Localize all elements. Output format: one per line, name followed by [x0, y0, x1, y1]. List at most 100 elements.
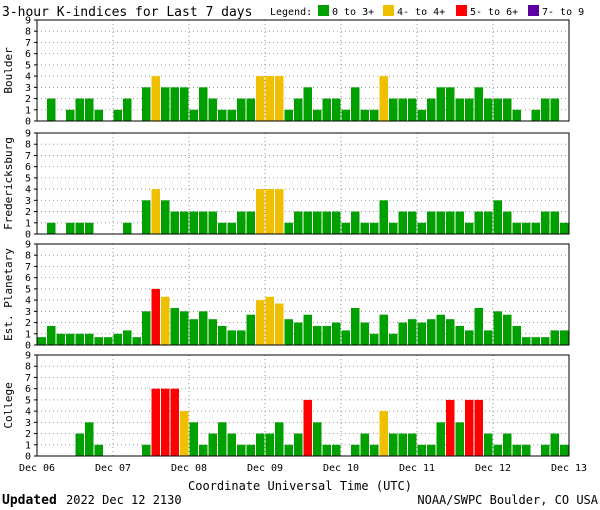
- kindex-bar: [455, 98, 464, 121]
- kindex-bar: [436, 314, 445, 345]
- y-tick-label: 3: [25, 307, 31, 318]
- chart-panels: 0123456789Boulder0123456789Fredericksbur…: [2, 16, 587, 475]
- legend-swatch: [456, 5, 467, 16]
- kindex-bar: [189, 109, 198, 121]
- credit-text: NOAA/SWPC Boulder, CO USA: [417, 493, 598, 507]
- kindex-bar: [246, 98, 255, 121]
- x-tick-label: Dec 07: [95, 463, 131, 474]
- kindex-bar: [284, 444, 293, 456]
- kindex-bar: [493, 200, 502, 234]
- panel-ylabel: College: [2, 382, 15, 428]
- y-tick-label: 7: [25, 262, 31, 273]
- kindex-bar: [360, 433, 369, 456]
- kindex-bar: [522, 222, 531, 234]
- kindex-bar: [303, 87, 312, 121]
- kindex-bar: [237, 211, 246, 234]
- kindex-bar: [465, 222, 474, 234]
- kindex-bar: [66, 333, 75, 345]
- kindex-bar: [161, 87, 170, 121]
- kindex-bar: [227, 109, 236, 121]
- kindex-bar: [455, 325, 464, 345]
- kindex-bar: [455, 211, 464, 234]
- kindex-bar: [550, 433, 559, 456]
- kindex-bar: [265, 76, 274, 121]
- kindex-bar: [427, 98, 436, 121]
- y-tick-label: 2: [25, 318, 31, 329]
- kindex-bar: [199, 444, 208, 456]
- kindex-bar: [360, 222, 369, 234]
- kindex-bar: [360, 322, 369, 345]
- kindex-bar: [275, 76, 284, 121]
- x-tick-label: Dec 13: [551, 463, 587, 474]
- y-tick-label: 6: [25, 162, 31, 173]
- kindex-bar: [370, 444, 379, 456]
- kindex-bar: [512, 444, 521, 456]
- y-tick-label: 4: [25, 185, 31, 196]
- kindex-bar: [265, 189, 274, 234]
- kindex-bar: [332, 322, 341, 345]
- y-tick-label: 6: [25, 49, 31, 60]
- kindex-bar: [493, 98, 502, 121]
- y-tick-label: 2: [25, 429, 31, 440]
- kindex-bar: [303, 399, 312, 456]
- kindex-bar: [189, 422, 198, 456]
- kindex-bar: [531, 337, 540, 345]
- kindex-bar: [408, 319, 417, 345]
- kindex-bar: [503, 433, 512, 456]
- y-tick-label: 3: [25, 83, 31, 94]
- panel-ylabel: Est. Planetary: [2, 248, 15, 341]
- x-tick-label: Dec 12: [475, 463, 511, 474]
- kindex-bar: [474, 307, 483, 345]
- kindex-bar: [484, 211, 493, 234]
- kindex-bar: [436, 211, 445, 234]
- kindex-bar: [142, 444, 151, 456]
- kindex-bar: [123, 98, 132, 121]
- legend-entry: 4- to 4+: [397, 7, 445, 18]
- kindex-bar: [161, 200, 170, 234]
- kindex-bar: [408, 211, 417, 234]
- kindex-bar: [189, 211, 198, 234]
- kindex-bar: [322, 98, 331, 121]
- kindex-bar: [360, 109, 369, 121]
- y-tick-label: 4: [25, 407, 31, 418]
- kindex-bar: [417, 109, 426, 121]
- kindex-bar: [275, 303, 284, 345]
- kindex-bar: [351, 211, 360, 234]
- kindex-bar: [522, 337, 531, 345]
- kindex-bar: [151, 76, 160, 121]
- kindex-bar: [161, 388, 170, 456]
- kindex-bar: [389, 222, 398, 234]
- y-tick-label: 7: [25, 38, 31, 49]
- kindex-bar: [151, 388, 160, 456]
- kindex-bar: [465, 98, 474, 121]
- kindex-bar: [427, 319, 436, 345]
- kindex-bar: [284, 319, 293, 345]
- kindex-bar: [208, 433, 217, 456]
- kindex-bar: [332, 211, 341, 234]
- kindex-bar: [75, 222, 84, 234]
- kindex-bar: [541, 98, 550, 121]
- kindex-bar: [104, 337, 113, 345]
- kindex-bar: [170, 388, 179, 456]
- x-tick-label: Dec 11: [399, 463, 435, 474]
- kindex-bar: [208, 319, 217, 345]
- y-tick-label: 7: [25, 373, 31, 384]
- kindex-bar: [389, 433, 398, 456]
- y-tick-label: 7: [25, 151, 31, 162]
- kindex-bar: [512, 109, 521, 121]
- y-tick-label: 0: [25, 230, 31, 241]
- kindex-bar: [370, 222, 379, 234]
- y-tick-label: 3: [25, 418, 31, 429]
- kindex-bar: [322, 211, 331, 234]
- kindex-bar: [218, 422, 227, 456]
- y-tick-label: 6: [25, 273, 31, 284]
- kindex-bar: [151, 189, 160, 234]
- y-tick-label: 3: [25, 196, 31, 207]
- kindex-bar: [313, 422, 322, 456]
- y-tick-label: 8: [25, 27, 31, 38]
- kindex-bar: [47, 222, 56, 234]
- kindex-bar: [246, 314, 255, 345]
- kindex-bar: [341, 109, 350, 121]
- kindex-bar: [522, 444, 531, 456]
